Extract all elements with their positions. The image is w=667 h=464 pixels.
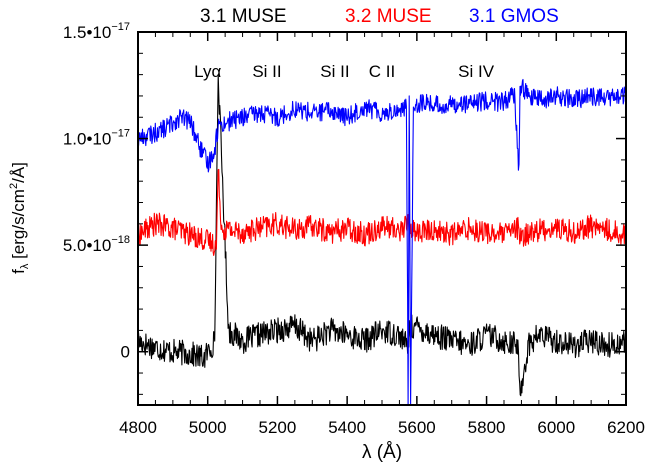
annotation-4: Si IV (458, 62, 495, 81)
series-line-3-1-muse (139, 74, 625, 397)
y-tick-label-2: 1.0•10−17 (63, 128, 130, 149)
y-axis-label-f: f (9, 269, 28, 274)
y-axis-label: fλ [erg/s/cm2/Å] (8, 162, 31, 274)
legend-label-muse-3-1: 3.1 MUSE (200, 6, 287, 27)
y-tick-label-1: 5.0•10−18 (63, 234, 130, 255)
y-tick-label-3: 1.5•10−17 (63, 21, 130, 42)
legend-label-gmos-3-1: 3.1 GMOS (469, 6, 559, 27)
x-tick-label-0: 4800 (119, 418, 157, 437)
annotation-3: C II (369, 62, 395, 81)
x-tick-label-3: 5400 (328, 418, 366, 437)
annotation-0: Lyα (194, 62, 221, 81)
legend-label-muse-3-2: 3.2 MUSE (345, 6, 432, 27)
chart-legend: 3.1 MUSE 3.2 MUSE 3.1 GMOS (200, 6, 559, 27)
x-tick-label-5: 5800 (468, 418, 506, 437)
y-axis-label-superscript: 2 (8, 183, 20, 189)
y-axis-label-subscript: λ (19, 263, 31, 269)
x-tick-label-2: 5200 (259, 418, 297, 437)
y-axis-label-units: [erg/s/cm (9, 189, 28, 264)
x-tick-label-4: 5600 (398, 418, 436, 437)
y-axis-label-tail: /Å] (9, 162, 28, 183)
x-tick-label-1: 5000 (189, 418, 227, 437)
annotation-2: Si II (320, 62, 349, 81)
series-layer (139, 74, 625, 404)
annotation-1: Si II (252, 62, 281, 81)
ticks-layer: 4800 5000 5200 5400 5600 5800 6000 6200 0 5.0•10−… (63, 21, 645, 437)
series-line-3-1-gmos (139, 78, 625, 404)
y-tick-label-0: 0 (121, 343, 130, 362)
x-tick-label-7: 6200 (607, 418, 645, 437)
x-axis-label: λ (Å) (362, 442, 402, 463)
x-tick-label-6: 6000 (537, 418, 575, 437)
line-annotations: Lyα Si II Si II C II Si IV (194, 62, 495, 81)
series-line-3-2-muse (139, 168, 625, 256)
